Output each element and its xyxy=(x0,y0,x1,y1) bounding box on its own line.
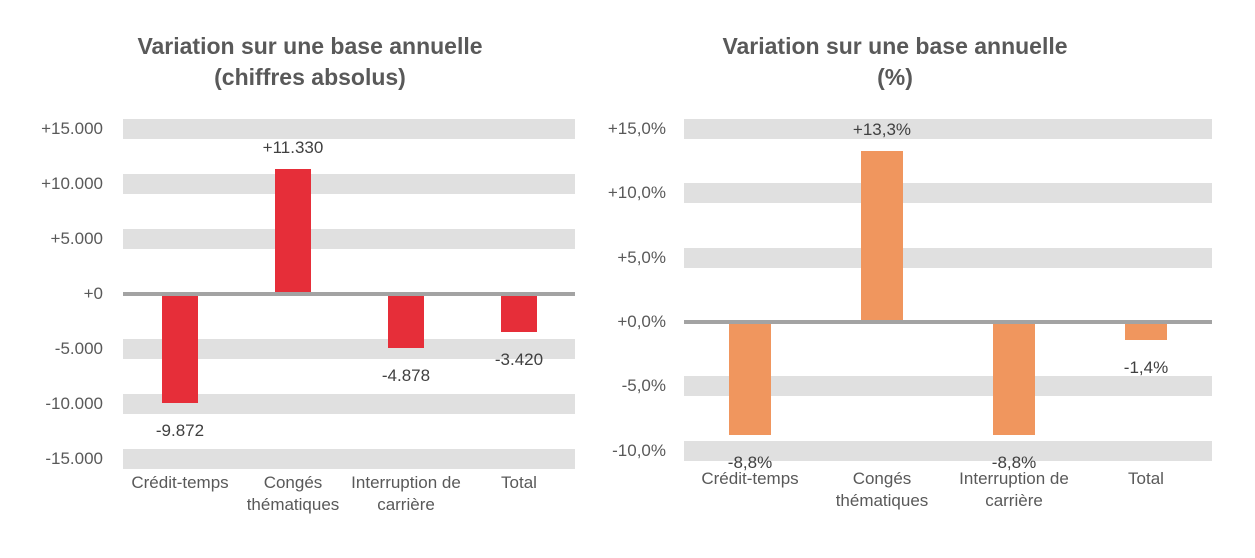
y-tick-label-percent: +0,0% xyxy=(617,312,666,331)
y-tick-label-absolute: +0 xyxy=(83,284,103,303)
gridline-stripe xyxy=(123,119,575,139)
data-label-total: -3.420 xyxy=(494,350,544,369)
x-category-label-credit-temps: Crédit-temps xyxy=(131,473,229,492)
y-tick-label-absolute: +15.000 xyxy=(41,119,103,138)
y-tick-label-absolute: -5.000 xyxy=(54,339,103,358)
data-label-interruption-de-carriere: -4.878 xyxy=(381,366,431,385)
data-label-credit-temps: -9.872 xyxy=(155,421,205,440)
bar-conges-thematiques xyxy=(861,151,903,322)
gridline-stripe xyxy=(123,339,575,359)
y-tick-label-absolute: -10.000 xyxy=(45,394,103,413)
x-category-label-interruption-de-carriere: Interruption de carrière xyxy=(351,473,461,514)
chart-title-line-1: Variation sur une base annuelle xyxy=(137,33,483,59)
data-label-interruption-de-carriere: -8,8% xyxy=(991,453,1037,472)
gridline-stripe xyxy=(684,119,1212,139)
x-category-label-conges-thematiques: Congés thématiques xyxy=(246,473,340,514)
bar-conges-thematiques xyxy=(275,169,311,294)
gridline-stripe xyxy=(684,248,1212,268)
x-category-label-credit-temps: Crédit-temps xyxy=(701,469,799,488)
gridline-stripe xyxy=(684,183,1212,203)
gridline-stripe xyxy=(123,394,575,414)
gridline-stripe xyxy=(123,174,575,194)
y-tick-label-percent: +15,0% xyxy=(607,119,666,138)
x-category-label-total: Total xyxy=(501,473,537,492)
y-tick-label-percent: -5,0% xyxy=(621,376,666,395)
y-tick-label-percent: -10,0% xyxy=(612,441,666,460)
chart-title-absolute: Variation sur une base annuelle (chiffre… xyxy=(60,31,560,93)
y-tick-label-percent: +10,0% xyxy=(607,183,666,202)
y-tick-label-absolute: +5.000 xyxy=(50,229,103,248)
zero-axis-line-absolute xyxy=(123,292,575,296)
bar-credit-temps xyxy=(729,322,771,435)
data-label-conges-thematiques: +13,3% xyxy=(852,120,912,139)
gridline-stripe xyxy=(684,441,1212,461)
gridline-stripe xyxy=(123,449,575,469)
chart-title-line-2: (chiffres absolus) xyxy=(214,64,406,90)
x-category-label-interruption-de-carriere: Interruption de carrière xyxy=(959,469,1069,510)
bar-interruption-de-carriere xyxy=(993,322,1035,435)
y-tick-label-percent: +5,0% xyxy=(617,248,666,267)
bar-interruption-de-carriere xyxy=(388,294,424,348)
zero-axis-line-percent xyxy=(684,320,1212,324)
bar-total xyxy=(501,294,537,332)
x-category-label-total: Total xyxy=(1128,469,1164,488)
data-label-credit-temps: -8,8% xyxy=(727,453,773,472)
bar-credit-temps xyxy=(162,294,198,403)
chart-title-line-1: Variation sur une base annuelle xyxy=(722,33,1068,59)
y-tick-label-absolute: +10.000 xyxy=(41,174,103,193)
gridline-stripe xyxy=(684,376,1212,396)
chart-title-percent: Variation sur une base annuelle (%) xyxy=(645,31,1145,93)
gridline-stripe xyxy=(123,229,575,249)
data-label-conges-thematiques: +11.330 xyxy=(262,138,324,157)
data-label-total: -1,4% xyxy=(1123,358,1169,377)
chart-title-line-2: (%) xyxy=(877,64,913,90)
x-category-label-conges-thematiques: Congés thématiques xyxy=(835,469,929,510)
y-tick-label-absolute: -15.000 xyxy=(45,449,103,468)
bar-total xyxy=(1125,322,1167,340)
